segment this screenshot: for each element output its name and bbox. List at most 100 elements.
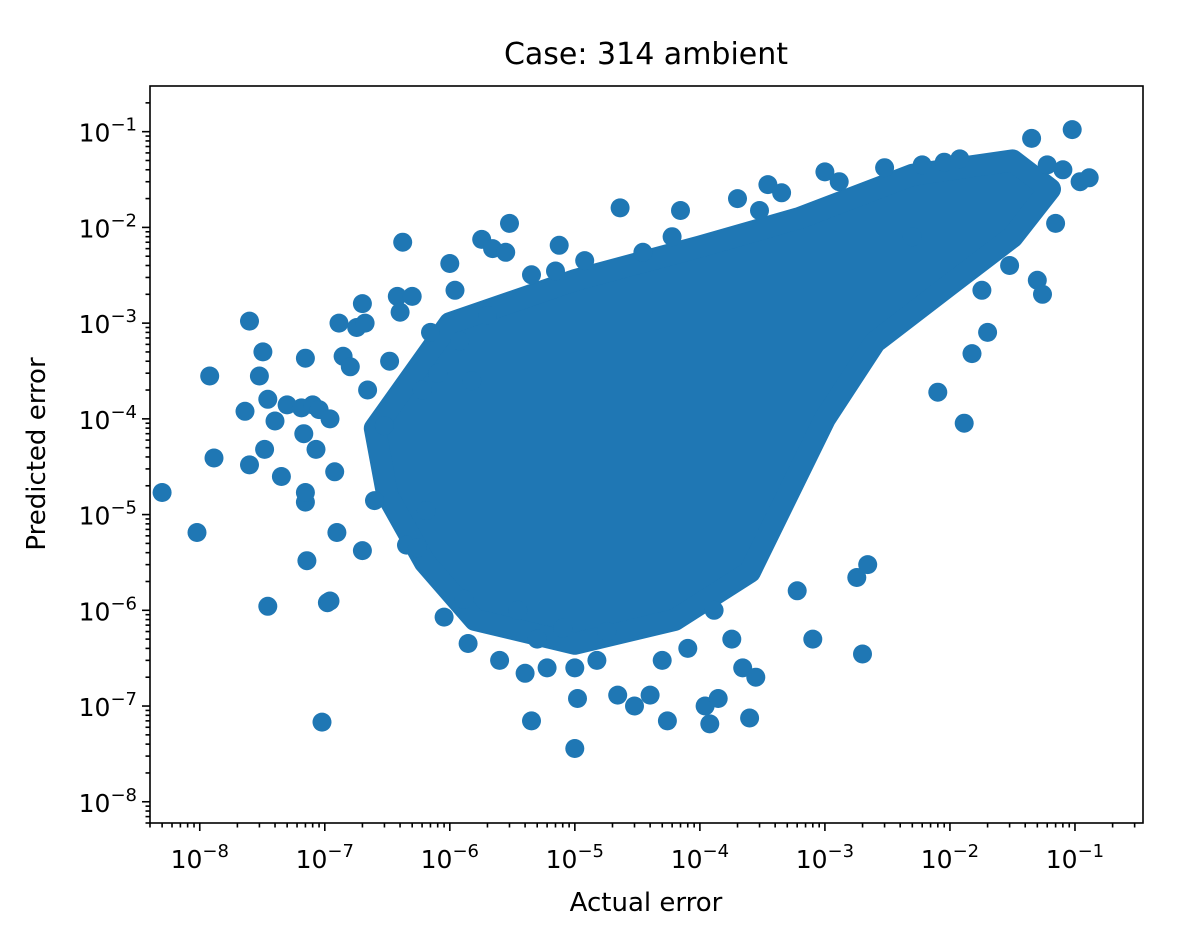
data-point xyxy=(508,600,528,620)
tick-label: 10−7 xyxy=(79,689,137,722)
data-point xyxy=(297,551,317,571)
data-point xyxy=(352,541,372,561)
data-point xyxy=(416,501,436,521)
data-point xyxy=(265,411,285,431)
data-point xyxy=(657,711,677,731)
data-point xyxy=(1000,256,1020,275)
data-point xyxy=(407,538,427,558)
data-point xyxy=(537,658,557,678)
data-point xyxy=(678,638,698,658)
tick-label: 10−4 xyxy=(671,841,729,874)
data-point xyxy=(200,366,220,386)
data-point xyxy=(662,227,682,247)
data-point xyxy=(450,331,470,351)
data-point xyxy=(565,658,585,678)
data-point xyxy=(374,416,394,436)
data-point xyxy=(733,658,753,678)
data-point xyxy=(522,711,541,731)
y-axis-label: Predicted error xyxy=(22,357,52,551)
data-point xyxy=(428,363,448,383)
point-cloud xyxy=(363,149,1061,655)
data-point xyxy=(546,261,565,281)
data-point xyxy=(402,286,422,306)
data-point xyxy=(1053,160,1073,180)
data-point xyxy=(575,251,595,271)
data-point xyxy=(365,491,384,511)
data-point xyxy=(597,622,617,641)
data-point xyxy=(568,689,587,708)
data-point xyxy=(858,555,878,575)
data-point xyxy=(587,650,607,670)
data-point xyxy=(277,395,297,415)
data-point xyxy=(954,413,974,433)
data-point xyxy=(445,280,465,300)
data-point xyxy=(329,313,349,333)
tick-label: 10−1 xyxy=(79,115,137,148)
point-cloud-core xyxy=(363,149,1061,655)
data-point xyxy=(700,714,720,734)
data-point xyxy=(340,357,360,377)
tick-label: 10−7 xyxy=(296,841,354,874)
data-point xyxy=(387,286,407,306)
data-point xyxy=(772,183,792,203)
tick-label: 10−2 xyxy=(79,210,137,243)
data-point xyxy=(358,380,378,400)
tick-label: 10−4 xyxy=(79,402,137,435)
data-point xyxy=(352,294,372,314)
data-point xyxy=(478,306,497,325)
x-axis-label: Actual error xyxy=(570,888,723,918)
data-point xyxy=(440,254,460,273)
data-point xyxy=(704,600,724,620)
data-point xyxy=(671,201,690,220)
y-axis: 10−8 10−7 10−6 10−5 10−4 10−3 10−2 10−1 xyxy=(79,102,150,824)
data-point xyxy=(496,242,516,262)
tick-label: 10−1 xyxy=(1046,841,1104,874)
data-point xyxy=(708,689,728,708)
data-point xyxy=(652,650,672,670)
data-point xyxy=(240,455,259,475)
data-point xyxy=(412,380,432,400)
data-point xyxy=(829,172,849,192)
data-point xyxy=(249,366,269,386)
data-point xyxy=(312,712,332,732)
data-point xyxy=(1037,155,1057,175)
data-point xyxy=(787,581,807,601)
tick-label: 10−5 xyxy=(546,841,604,874)
chart-title: Case: 314 ambient xyxy=(504,37,788,72)
data-point xyxy=(295,483,315,502)
data-point xyxy=(390,302,410,322)
data-point xyxy=(803,629,823,649)
data-point xyxy=(750,201,769,220)
data-point xyxy=(490,650,510,670)
data-point xyxy=(462,371,482,391)
data-point xyxy=(928,382,948,402)
data-point xyxy=(633,242,653,262)
tick-label: 10−6 xyxy=(79,593,137,626)
tick-label: 10−3 xyxy=(79,306,137,339)
data-point xyxy=(434,607,454,627)
data-point xyxy=(549,235,569,255)
data-point xyxy=(454,589,474,609)
data-point xyxy=(875,158,895,178)
data-point xyxy=(294,424,314,444)
data-point xyxy=(553,618,573,638)
tick-label: 10−3 xyxy=(796,841,854,874)
plot-frame xyxy=(149,85,1144,824)
data-point xyxy=(258,389,278,409)
data-point xyxy=(1033,284,1052,304)
tick-label: 10−8 xyxy=(171,841,229,874)
data-point xyxy=(527,629,547,649)
data-point xyxy=(515,663,535,683)
data-point xyxy=(500,213,519,233)
data-point xyxy=(934,152,954,172)
data-point xyxy=(625,696,644,716)
data-point xyxy=(972,280,992,300)
data-point xyxy=(258,596,278,616)
data-point xyxy=(393,232,413,252)
tick-label: 10−8 xyxy=(79,785,137,818)
data-point xyxy=(962,344,982,364)
data-point xyxy=(187,523,207,542)
data-point xyxy=(152,483,172,502)
data-point xyxy=(421,322,440,342)
